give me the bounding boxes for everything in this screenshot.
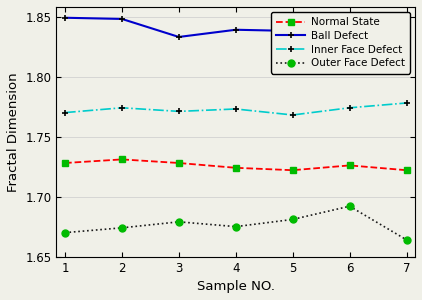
Normal State (404, 168, 409, 172)
Line: Outer Face Defect: Outer Face Defect (62, 203, 410, 243)
Outer Face Defect (62, 231, 68, 234)
X-axis label: Sample NO.: Sample NO. (197, 280, 275, 293)
Inner Face Defect (290, 113, 295, 117)
Ball Defect (404, 23, 409, 27)
Normal State (119, 158, 124, 161)
Inner Face Defect (176, 110, 181, 113)
Outer Face Defect (233, 225, 238, 228)
Outer Face Defect (290, 218, 295, 221)
Outer Face Defect (176, 220, 181, 224)
Line: Inner Face Defect: Inner Face Defect (62, 100, 410, 118)
Line: Ball Defect: Ball Defect (62, 14, 410, 40)
Y-axis label: Fractal Dimension: Fractal Dimension (7, 72, 20, 192)
Ball Defect (347, 23, 352, 27)
Normal State (233, 166, 238, 169)
Inner Face Defect (233, 107, 238, 111)
Normal State (62, 161, 68, 165)
Inner Face Defect (404, 101, 409, 105)
Normal State (176, 161, 181, 165)
Normal State (347, 164, 352, 167)
Inner Face Defect (347, 106, 352, 110)
Ball Defect (62, 16, 68, 20)
Normal State (290, 168, 295, 172)
Ball Defect (233, 28, 238, 31)
Inner Face Defect (119, 106, 124, 110)
Ball Defect (176, 35, 181, 39)
Line: Normal State: Normal State (62, 156, 410, 174)
Ball Defect (290, 29, 295, 33)
Inner Face Defect (62, 111, 68, 114)
Outer Face Defect (347, 204, 352, 208)
Outer Face Defect (404, 238, 409, 242)
Ball Defect (119, 17, 124, 21)
Outer Face Defect (119, 226, 124, 230)
Legend: Normal State, Ball Defect, Inner Face Defect, Outer Face Defect: Normal State, Ball Defect, Inner Face De… (271, 12, 410, 74)
